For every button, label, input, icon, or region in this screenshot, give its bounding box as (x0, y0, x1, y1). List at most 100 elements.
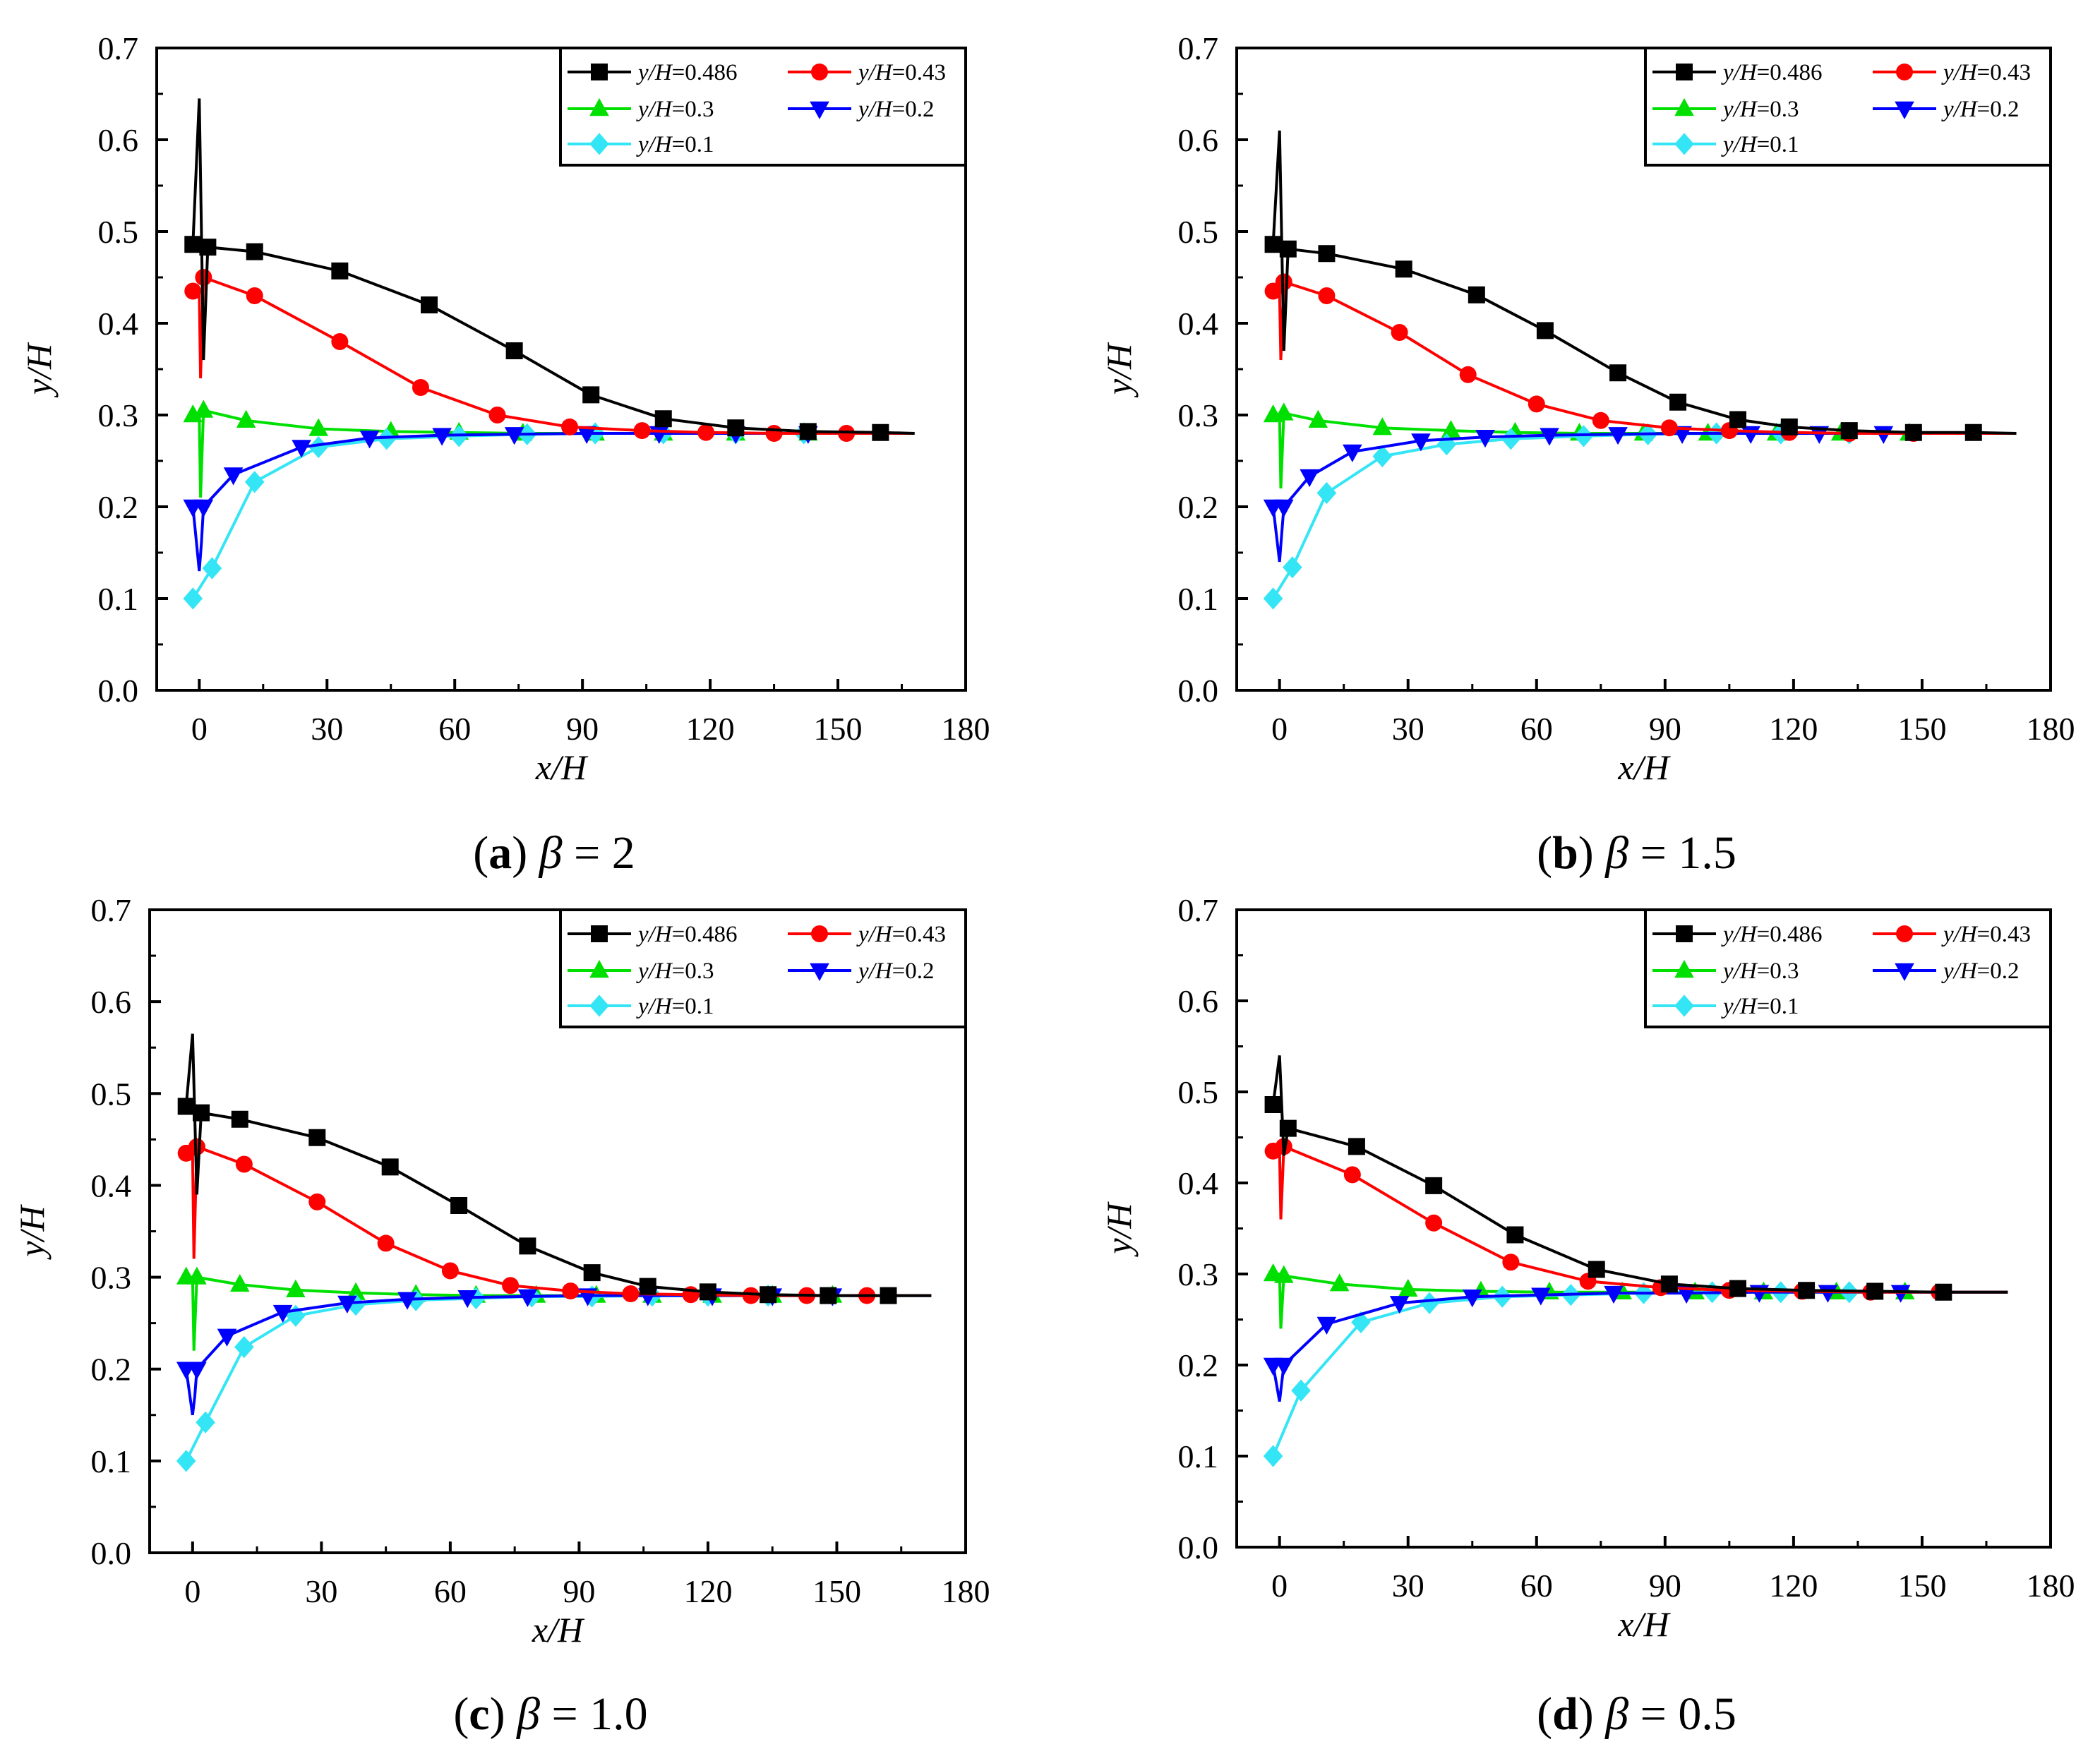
data-point (346, 1282, 366, 1300)
y-tick-label: 0.3 (98, 397, 139, 433)
series-line (1271, 1290, 2008, 1457)
legend-label: y/H=0.43 (1941, 922, 2031, 947)
legend-value: 0.1 (685, 132, 714, 157)
data-point (1935, 1283, 1952, 1301)
x-tick-label: 60 (1520, 711, 1553, 747)
data-point (286, 1279, 306, 1297)
series-y-H-0.3 (183, 399, 915, 498)
caption-close: ) (1578, 1688, 1605, 1740)
series-line (202, 432, 915, 508)
y-tick-label: 0.7 (98, 30, 139, 66)
data-point (381, 1158, 399, 1176)
series-line (203, 276, 915, 435)
legend-label: y/H=0.486 (1721, 60, 1823, 85)
data-point (376, 428, 397, 450)
data-point (742, 1287, 760, 1304)
legend-value: 0.486 (685, 60, 737, 85)
legend-eq: = (892, 958, 906, 984)
x-tick-label: 120 (1769, 711, 1818, 747)
data-point (633, 422, 651, 440)
legend-var: y/H (636, 97, 673, 122)
y-tick-label: 0.2 (98, 489, 139, 525)
y-tick-label: 0.3 (91, 1260, 132, 1296)
legend: y/H=0.486 y/H=0.43y/H=0.3 y/H=0.2y/H=0.1 (1644, 908, 2052, 1028)
series-line (191, 432, 915, 600)
legend: y/H=0.486 y/H=0.43y/H=0.3 y/H=0.2y/H=0.1 (559, 908, 967, 1028)
y-tick-label: 0.3 (1178, 1256, 1219, 1292)
legend-value: 0.2 (905, 958, 934, 984)
caption-value: = 1.0 (540, 1688, 648, 1740)
data-point (1536, 322, 1554, 339)
data-point (1316, 1316, 1337, 1335)
data-point (1300, 469, 1319, 488)
data-point (183, 404, 203, 423)
legend-item: y/H=0.43 (788, 60, 946, 85)
series-y-H-0.486 (1264, 1055, 2008, 1301)
data-point (1420, 1292, 1439, 1314)
legend-value: 0.3 (1770, 958, 1799, 984)
x-tick-label: 30 (1392, 1568, 1424, 1604)
x-tick-label: 30 (305, 1573, 337, 1609)
x-tick-label: 120 (683, 1573, 732, 1609)
legend-marker (1674, 98, 1694, 116)
data-point (235, 1155, 253, 1173)
legend-label: y/H=0.2 (1941, 958, 2020, 984)
legend-value: 0.2 (905, 97, 934, 122)
x-tick-label: 120 (686, 711, 735, 747)
data-point (193, 399, 214, 418)
data-point (1395, 260, 1412, 278)
legend-marker (591, 925, 608, 942)
x-tick-label: 90 (563, 1573, 595, 1609)
data-point (1372, 445, 1393, 468)
data-point (1263, 1445, 1283, 1467)
legend: y/H=0.486 y/H=0.43y/H=0.3 y/H=0.2y/H=0.1 (559, 47, 967, 167)
legend-var: y/H (636, 994, 673, 1019)
series-y-H-0.43 (1264, 273, 2017, 442)
data-point (1660, 1275, 1678, 1293)
legend-var: y/H (1941, 958, 1979, 984)
legend-marker (811, 64, 828, 80)
x-tick-label: 30 (1392, 711, 1424, 747)
data-point (1592, 411, 1609, 429)
data-point (286, 1304, 306, 1327)
y-tick-label: 0.2 (91, 1352, 132, 1388)
data-point (1441, 420, 1461, 438)
chart-panel-d: 0.0 0.1 0.2 0.3 0.4 0.5 0.6 0.7 0 30 60 90 120 150 180… (1099, 892, 2075, 1740)
series-y-H-0.2 (1263, 426, 2017, 563)
data-point (1263, 587, 1283, 610)
data-point (1279, 240, 1297, 258)
legend-var: y/H (1721, 958, 1758, 984)
legend-value: 0.3 (685, 958, 714, 984)
x-tick-label: 150 (812, 1573, 861, 1609)
y-axis-label: y/H (19, 342, 59, 398)
x-tick-label: 30 (311, 711, 343, 747)
legend-label: y/H=0.1 (1721, 132, 1799, 157)
series-spike-line (193, 410, 205, 498)
data-point (1866, 1282, 1884, 1300)
legend-marker (1896, 925, 1913, 942)
series-y-H-0.1 (176, 1285, 932, 1472)
series-spike-line (1271, 1055, 1290, 1156)
y-tick-label: 0.6 (1178, 122, 1219, 158)
x-tick-label: 180 (2027, 1568, 2075, 1604)
x-tick-label: 0 (184, 1573, 200, 1609)
data-point (505, 342, 523, 359)
legend-eq: = (672, 60, 685, 85)
data-point (331, 333, 349, 350)
legend-item: y/H=0.1 (568, 994, 714, 1019)
caption-symbol: β (1604, 827, 1628, 879)
x-tick-label: 60 (438, 711, 471, 747)
data-point (1604, 1285, 1624, 1304)
legend-item: y/H=0.2 (788, 958, 935, 984)
y-tick-label: 0.4 (98, 306, 139, 342)
legend-item: y/H=0.486 (568, 60, 738, 85)
x-tick-label: 0 (1271, 711, 1288, 747)
legend-marker (811, 925, 828, 942)
data-point (1273, 499, 1294, 517)
legend-value: 0.1 (1770, 994, 1799, 1019)
series-line (208, 246, 915, 435)
data-point (1308, 409, 1328, 428)
data-point (1729, 411, 1747, 428)
y-tick-label: 0.7 (91, 892, 132, 928)
